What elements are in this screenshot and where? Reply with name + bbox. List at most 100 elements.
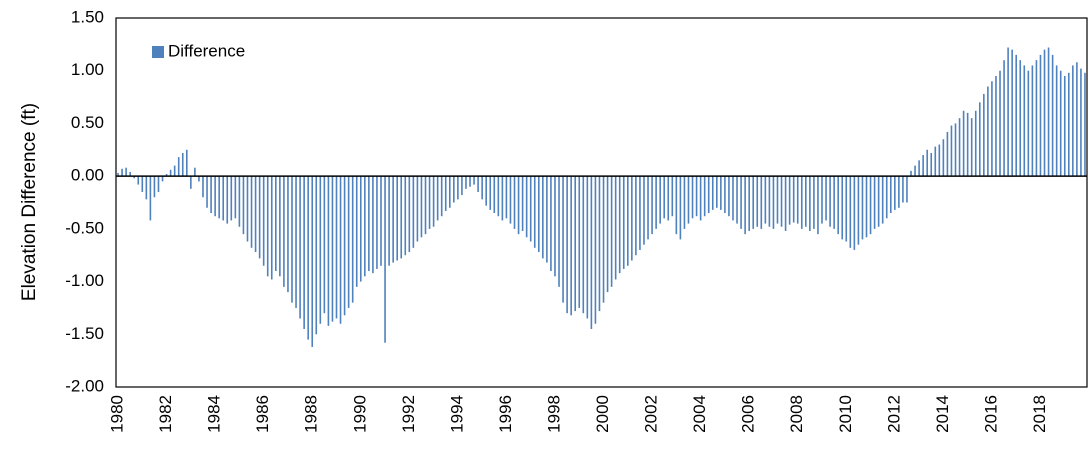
bar: [889, 176, 892, 214]
bar: [813, 176, 815, 229]
bar: [934, 146, 937, 177]
bar: [521, 176, 524, 231]
bar: [275, 176, 277, 272]
bar: [1003, 60, 1005, 177]
bar: [145, 176, 148, 200]
bar: [279, 176, 281, 277]
y-tick-label: 0.50: [71, 113, 104, 132]
bar: [525, 176, 528, 238]
bar: [194, 167, 196, 177]
bar: [141, 176, 144, 192]
x-tick-label: 2012: [884, 395, 903, 433]
bar: [1084, 72, 1086, 177]
bar: [987, 86, 989, 177]
bar: [424, 176, 427, 235]
bar: [687, 176, 690, 224]
bar: [339, 176, 342, 324]
bar: [181, 152, 184, 177]
bar: [829, 176, 831, 227]
bar: [1035, 60, 1038, 177]
bar: [206, 176, 208, 208]
bar: [954, 123, 957, 177]
bar: [186, 149, 188, 177]
bar: [254, 176, 257, 253]
bar: [368, 176, 370, 272]
bar: [359, 176, 362, 282]
bar: [1015, 54, 1017, 177]
bar: [614, 176, 617, 280]
bar: [315, 176, 318, 335]
bar: [671, 176, 674, 217]
bar: [262, 176, 265, 266]
bar: [331, 176, 334, 322]
bar: [1027, 70, 1030, 177]
bar: [946, 131, 949, 177]
x-tick-label: 2010: [836, 395, 855, 433]
bar: [958, 118, 961, 177]
bar: [805, 176, 807, 227]
bar: [873, 176, 876, 229]
bar: [190, 176, 192, 189]
bar: [780, 176, 783, 227]
bar: [881, 176, 884, 224]
bar: [849, 176, 852, 248]
bar: [788, 176, 791, 225]
bar: [841, 176, 844, 240]
bar: [364, 176, 366, 277]
y-tick-label: -2.00: [65, 376, 104, 395]
bar: [550, 176, 552, 272]
y-tick-label: 0.00: [71, 166, 104, 185]
bar: [1080, 68, 1082, 177]
bar: [942, 139, 945, 177]
bar: [651, 176, 653, 235]
bar: [501, 176, 504, 221]
bar: [477, 176, 479, 192]
bar: [125, 167, 127, 177]
x-tick-label: 2018: [1030, 395, 1049, 433]
bar: [351, 176, 354, 303]
bar: [198, 176, 200, 182]
bar: [416, 176, 419, 242]
bar: [598, 176, 601, 312]
bar: [906, 176, 908, 203]
bar: [121, 168, 123, 177]
bar: [974, 110, 977, 177]
bar: [465, 176, 467, 189]
bar: [489, 176, 492, 210]
bar: [311, 176, 314, 347]
bar: [380, 176, 382, 266]
bar: [853, 176, 856, 250]
bar: [991, 81, 993, 177]
bar: [287, 176, 289, 293]
plot-frame: [115, 17, 1088, 388]
bar: [772, 176, 775, 229]
bar: [574, 176, 577, 312]
bar: [230, 176, 233, 221]
bar: [792, 176, 795, 223]
bar: [388, 176, 390, 266]
bar: [129, 171, 131, 177]
bar: [966, 112, 969, 177]
bar: [639, 176, 641, 250]
x-tick-label: 2014: [933, 395, 952, 433]
bar: [691, 176, 694, 219]
x-tick-label: 1982: [156, 395, 175, 433]
bar: [347, 176, 350, 308]
bar: [157, 176, 160, 192]
bar: [509, 176, 512, 224]
y-tick-label: 1.50: [71, 7, 104, 26]
bar: [513, 176, 516, 229]
bar: [372, 176, 374, 274]
bar: [436, 176, 439, 221]
bar: [926, 149, 928, 177]
bar: [582, 176, 585, 314]
bar: [594, 176, 597, 324]
x-tick-label: 1980: [108, 395, 127, 433]
bar: [736, 176, 738, 224]
bar: [675, 176, 678, 235]
bar: [169, 169, 172, 177]
bar: [930, 152, 933, 177]
bar: [177, 157, 180, 177]
bar: [319, 176, 322, 324]
